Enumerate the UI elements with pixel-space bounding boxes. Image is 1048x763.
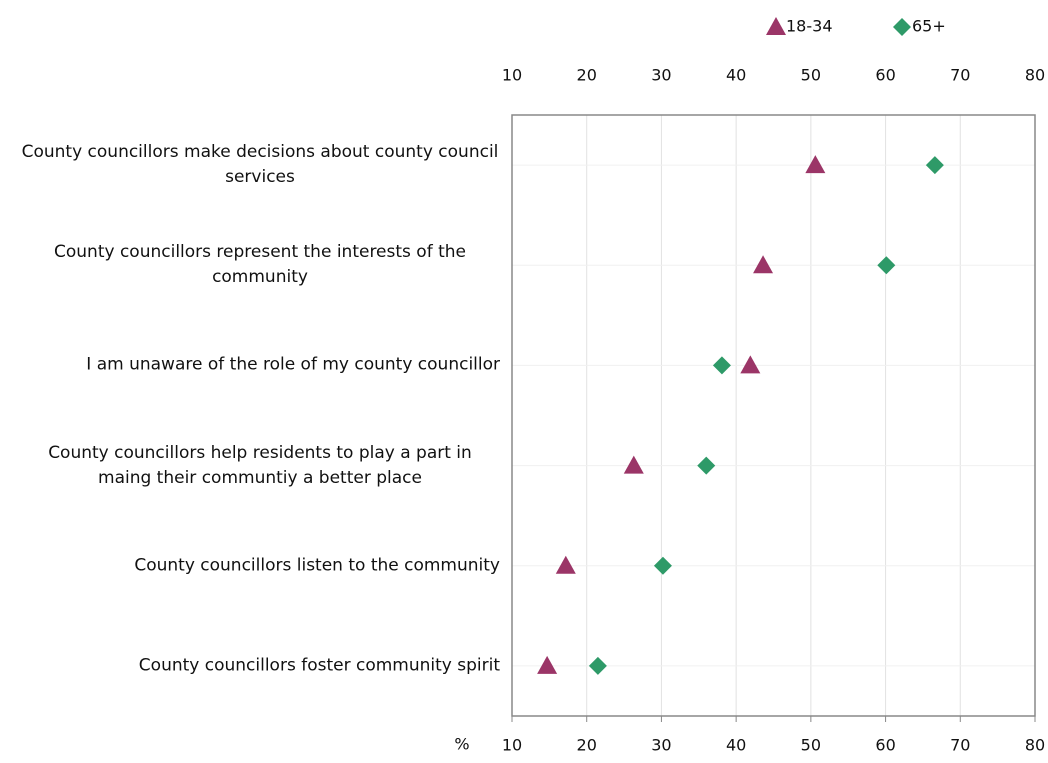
diamond-marker: [588, 656, 607, 675]
x-tick-label: 30: [651, 736, 671, 755]
x-tick-label: 60: [875, 66, 895, 85]
legend-marker: [766, 17, 786, 35]
legend-marker: [893, 18, 911, 36]
x-tick-label: 10: [502, 66, 522, 85]
diamond-marker: [653, 556, 672, 575]
x-tick-label: 40: [726, 736, 746, 755]
triangle-marker: [753, 255, 774, 274]
legend-label: 18-34: [786, 17, 833, 36]
x-tick-label: 50: [801, 66, 821, 85]
x-tick-label: 20: [577, 736, 597, 755]
x-tick-label: 70: [950, 66, 970, 85]
x-axis-label: %: [454, 735, 469, 754]
triangle-marker: [740, 355, 761, 374]
category-label: County councillors listen to the communi…: [134, 555, 500, 576]
x-tick-label: 40: [726, 66, 746, 85]
category-label: County councillors make decisions about …: [21, 142, 499, 188]
triangle-marker: [555, 555, 576, 574]
plot-border: [511, 114, 1036, 717]
category-label: County councillors represent the interes…: [54, 242, 466, 288]
x-tick-label: 30: [651, 66, 671, 85]
diamond-marker: [712, 356, 731, 375]
diamond-marker: [697, 456, 716, 475]
category-label: I am unaware of the role of my county co…: [86, 354, 500, 375]
diamond-marker: [925, 156, 944, 175]
legend-label: 65+: [912, 17, 946, 36]
triangle-marker: [537, 655, 558, 674]
x-tick-label: 70: [950, 736, 970, 755]
x-tick-label: 20: [577, 66, 597, 85]
x-tick-label: 10: [502, 736, 522, 755]
triangle-marker: [805, 155, 826, 174]
category-label: County councillors foster community spir…: [138, 655, 500, 676]
category-label: County councillors help residents to pla…: [48, 442, 472, 488]
diamond-marker: [877, 256, 896, 275]
x-tick-label: 50: [801, 736, 821, 755]
x-tick-label: 80: [1025, 736, 1045, 755]
x-tick-label: 80: [1025, 66, 1045, 85]
triangle-marker: [623, 455, 644, 474]
x-tick-label: 60: [875, 736, 895, 755]
